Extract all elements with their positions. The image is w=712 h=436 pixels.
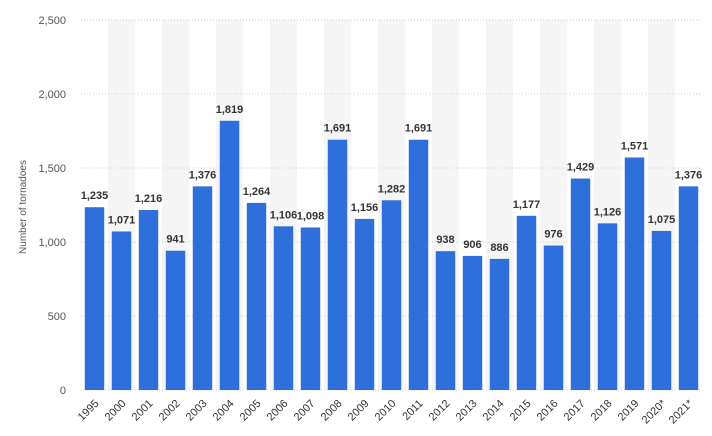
bar — [84, 207, 105, 390]
bar — [678, 186, 699, 390]
x-tick-label: 2007 — [292, 398, 318, 424]
data-label: 1,177 — [513, 199, 541, 211]
x-tick-label: 2020* — [640, 397, 669, 426]
x-tick-label: 2016 — [535, 398, 561, 424]
bar — [435, 251, 456, 390]
x-tick-label: 2019 — [616, 398, 642, 424]
data-label: 976 — [544, 229, 562, 241]
data-label: 1,235 — [81, 190, 109, 202]
x-tick-label: 2015 — [508, 398, 534, 424]
bar — [192, 186, 213, 390]
bar — [219, 120, 240, 391]
bar — [624, 157, 645, 390]
x-axis-ticks: 1995 2000 2001 2002 2003 2004 2005 2006 2007 2008… — [76, 397, 696, 426]
data-label: 1,429 — [567, 162, 595, 174]
data-label: 938 — [436, 234, 454, 246]
data-label: 1,282 — [378, 183, 406, 195]
data-label: 1,571 — [621, 140, 649, 152]
bar — [111, 231, 132, 390]
data-label: 1,691 — [405, 123, 433, 135]
y-tick-label: 2,500 — [38, 15, 66, 27]
x-tick-label: 2021* — [667, 397, 696, 426]
data-label: 1,075 — [648, 214, 676, 226]
x-tick-label: 2010 — [373, 398, 399, 424]
data-label: 941 — [166, 234, 184, 246]
x-tick-label: 2003 — [184, 398, 210, 424]
bar — [273, 226, 294, 390]
x-tick-label: 2005 — [238, 398, 264, 424]
x-tick-label: 2017 — [562, 398, 588, 424]
data-label: 1,819 — [216, 104, 244, 116]
y-tick-label: 2,000 — [38, 89, 66, 101]
bar — [570, 178, 591, 390]
bar — [408, 139, 429, 390]
bar — [246, 202, 267, 390]
data-label: 1,098 — [297, 210, 325, 222]
data-label: 1,376 — [189, 169, 217, 181]
data-label: 1,126 — [594, 206, 622, 218]
bar — [651, 230, 672, 390]
data-label: 906 — [463, 239, 481, 251]
x-tick-label: 1995 — [76, 398, 102, 424]
x-tick-label: 2008 — [319, 398, 345, 424]
data-label: 1,691 — [324, 123, 352, 135]
x-tick-label: 2014 — [481, 398, 507, 424]
x-tick-label: 2009 — [346, 398, 372, 424]
y-tick-label: 1,000 — [38, 237, 66, 249]
y-axis-ticks: 0 500 1,000 1,500 2,000 2,500 — [38, 15, 66, 397]
y-axis-title: Number of tornadoes — [18, 160, 29, 254]
bar — [138, 210, 159, 390]
data-label: 1,216 — [135, 193, 163, 205]
x-tick-label: 2000 — [103, 398, 129, 424]
bar — [300, 227, 321, 390]
data-label: 1,376 — [675, 169, 703, 181]
bar — [516, 215, 537, 390]
bar — [327, 139, 348, 390]
y-tick-label: 1,500 — [38, 163, 66, 175]
bar — [543, 245, 564, 390]
x-tick-label: 2004 — [211, 398, 237, 424]
x-tick-label: 2013 — [454, 398, 480, 424]
bar — [354, 218, 375, 390]
data-label: 1,071 — [108, 214, 136, 226]
x-tick-label: 2018 — [589, 398, 615, 424]
y-tick-label: 0 — [60, 385, 66, 397]
bars — [84, 120, 699, 391]
x-tick-label: 2002 — [157, 398, 183, 424]
data-label: 886 — [490, 242, 508, 254]
x-tick-label: 2011 — [400, 398, 425, 423]
bar — [381, 200, 402, 390]
x-tick-label: 2012 — [427, 398, 453, 424]
x-tick-label: 2006 — [265, 398, 291, 424]
bar — [597, 223, 618, 390]
x-tick-label: 2001 — [130, 398, 156, 424]
data-label: 1,106 — [270, 209, 298, 221]
bar — [165, 250, 186, 390]
data-label: 1,264 — [243, 186, 271, 198]
data-label: 1,156 — [351, 202, 379, 214]
bar — [489, 258, 510, 390]
bar — [462, 255, 483, 390]
y-tick-label: 500 — [48, 311, 66, 323]
